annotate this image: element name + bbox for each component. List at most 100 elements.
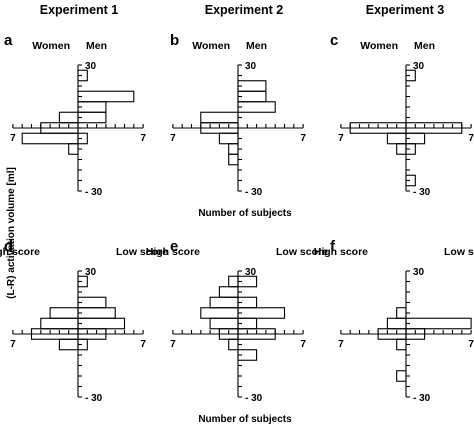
bar-high-score [58,338,79,351]
bar-high-score [396,307,407,319]
left-group-label: Women [360,40,398,52]
right-group-label: Men [246,40,267,52]
y-tick-label-bottom: - 30 [245,187,263,198]
x-tick-label-right: 7 [140,133,146,144]
bar-high-score [40,317,79,330]
panel-letter-e: e [170,238,178,255]
y-tick-label-top: 30 [245,61,257,72]
column-title-experiment-1: Experiment 1 [40,3,119,17]
y-tick-label-bottom: - 30 [85,393,103,404]
bar-men [77,101,107,113]
bar-low-score [77,317,126,330]
bar-high-score [228,275,239,288]
x-tick-label-right: 7 [300,133,306,144]
right-group-label: Low score [116,246,168,258]
bar-low-score [237,307,286,319]
bar-low-score [77,275,88,288]
bar-high-score [386,317,407,330]
bar-women [396,143,407,155]
x-tick-label-right: 7 [468,133,474,144]
x-tick-label-left: 7 [170,133,176,144]
bar-men [77,69,88,82]
bar-women [58,111,79,124]
y-tick-label-top: 30 [85,61,97,72]
y-tick-label-top: 30 [85,267,97,278]
x-tick-label-left: 7 [338,133,344,144]
bar-high-score [209,317,239,330]
panel-letter-a: a [4,32,13,49]
bar-men [77,132,88,145]
bar-men [77,90,135,103]
bar-women [68,143,79,155]
bar-women [218,132,239,145]
bar-men [405,122,463,134]
bar-men [405,69,416,82]
column-title-experiment-3: Experiment 3 [366,3,445,17]
y-tick-label-bottom: - 30 [85,187,103,198]
bar-low-score [237,275,258,288]
panel-a: a Women Men 30 - 30 7 7 [4,32,146,198]
panel-letter-c: c [330,32,338,49]
left-group-label: Women [192,40,230,52]
right-group-label: Men [414,40,435,52]
bar-women [21,132,79,145]
x-axis-label-top: Number of subjects [198,208,292,219]
bar-women [228,143,239,155]
bar-high-score [396,370,407,382]
x-axis-label-bottom: Number of subjects [198,414,292,425]
bar-high-score [228,338,239,351]
bar-men [405,143,416,155]
bar-men [405,174,416,187]
panel-b: b Women Men 30 - 30 7 7 [170,32,306,198]
panel-letter-b: b [170,32,179,49]
bar-low-score [237,328,276,340]
bar-men [237,80,267,92]
right-group-label: Low score [444,246,474,258]
y-tick-label-top: 30 [413,267,425,278]
x-tick-label-right: 7 [140,339,146,350]
bar-men [77,111,107,124]
x-tick-label-left: 7 [170,339,176,350]
panels-group: a Women Men 30 - 30 7 7 b Women Men 30 - 30 7 7 c Women… [0,32,474,404]
bar-women [386,132,407,145]
x-tick-label-left: 7 [10,133,16,144]
y-tick-label-bottom: - 30 [413,187,431,198]
bar-low-score [77,307,116,319]
bar-high-score [396,338,407,351]
bar-women [228,153,239,166]
right-group-label: Men [86,40,107,52]
y-axis-label: (L-R) activation volume [ml] [6,167,17,299]
right-group-label: Low score [276,246,328,258]
panel-d: dHigh score Low score 30 - 30 7 7 [0,238,168,404]
y-tick-label-top: 30 [413,61,425,72]
x-tick-label-left: 7 [338,339,344,350]
panel-letter-d: d [4,238,13,255]
bar-high-score [49,307,79,319]
bar-low-score [77,338,88,351]
bar-low-score [77,328,107,340]
bar-low-score [405,317,472,330]
column-title-experiment-2: Experiment 2 [205,3,284,17]
bar-high-score [218,286,239,298]
y-tick-label-bottom: - 30 [413,393,431,404]
bar-men [237,90,267,103]
panel-letter-f: f [330,238,336,255]
left-group-label: Women [32,40,70,52]
left-group-label: High score [0,246,40,258]
bar-men [237,101,276,113]
bar-women [200,111,239,124]
x-tick-label-right: 7 [300,339,306,350]
panel-c: c Women Men 30 - 30 7 7 [330,32,474,198]
bar-high-score [209,296,239,309]
left-group-label: High score [314,246,368,258]
y-tick-label-top: 30 [245,267,257,278]
x-tick-label-right: 7 [468,339,474,350]
bar-low-score [237,349,258,361]
y-tick-label-bottom: - 30 [245,393,263,404]
x-tick-label-left: 7 [10,339,16,350]
bar-high-score [200,307,239,319]
bar-low-score [77,296,107,309]
